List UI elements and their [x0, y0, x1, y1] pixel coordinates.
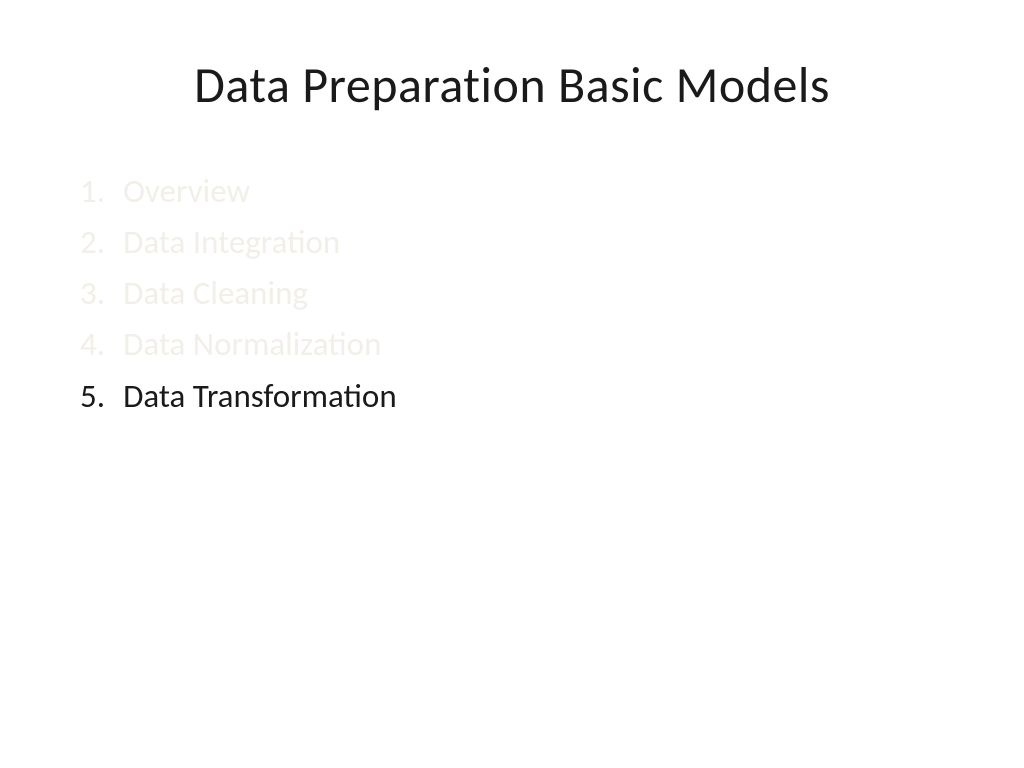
list-number: 5. [80, 371, 123, 422]
list-item: 2. Data Integration [80, 217, 964, 268]
list-label: Data Cleaning [123, 268, 308, 319]
list-item: 4. Data Normalization [80, 319, 964, 370]
list-label: Data Normalization [123, 319, 381, 370]
list-number: 2. [80, 217, 123, 268]
list-label: Data Integration [123, 217, 340, 268]
agenda-list: 1. Overview 2. Data Integration 3. Data … [60, 166, 964, 422]
list-item: 1. Overview [80, 166, 964, 217]
list-number: 3. [80, 268, 123, 319]
list-number: 4. [80, 319, 123, 370]
slide-title: Data Preparation Basic Models [60, 55, 964, 116]
list-item: 3. Data Cleaning [80, 268, 964, 319]
list-item-active: 5. Data Transformation [80, 371, 964, 422]
list-number: 1. [80, 166, 123, 217]
list-label: Overview [123, 166, 250, 217]
list-label: Data Transformation [123, 371, 397, 422]
slide-container: Data Preparation Basic Models 1. Overvie… [0, 0, 1024, 768]
